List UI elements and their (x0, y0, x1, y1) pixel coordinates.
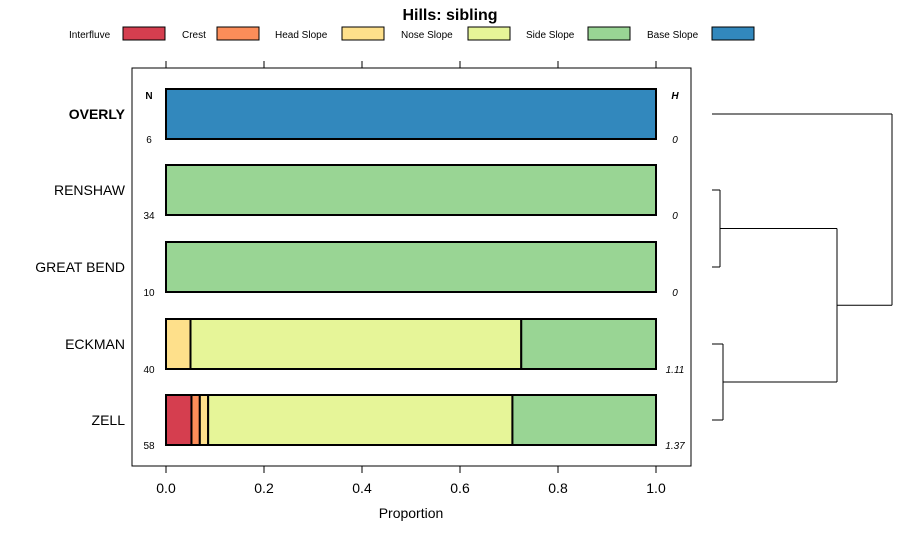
legend-swatch (216, 26, 260, 41)
x-tick-label: 1.0 (646, 480, 666, 496)
n-value: 34 (143, 211, 155, 222)
row-label: OVERLY (69, 106, 126, 122)
x-tick-label: 0.2 (254, 480, 274, 496)
row-label: RENSHAW (54, 182, 126, 198)
bar-segment (190, 394, 201, 446)
n-value: 40 (143, 365, 155, 376)
x-axis-label: Proportion (379, 505, 444, 521)
x-tick-label: 0.4 (352, 480, 372, 496)
h-value: 0 (672, 211, 678, 222)
legend: Interfluve Crest Head Slope Nose Slope Side … (69, 26, 755, 41)
bars (165, 88, 657, 446)
bar-segment (189, 318, 523, 370)
n-header: N (145, 91, 152, 102)
row-labels: OVERLY 6 0 RENSHAW 34 0 GREAT BEND 10 0 ECKMAN 40 1… (35, 106, 685, 452)
legend-swatch (341, 26, 385, 41)
row-label: ECKMAN (65, 336, 125, 352)
h-value: 0 (672, 288, 678, 299)
legend-label: Side Slope (526, 30, 575, 41)
x-tick-label: 0.0 (156, 480, 176, 496)
legend-swatch (587, 26, 631, 41)
axes: 0.0 0.2 0.4 0.6 0.8 1.0 (156, 61, 666, 496)
legend-label: Interfluve (69, 30, 111, 41)
x-tick-label: 0.8 (548, 480, 568, 496)
row-label: GREAT BEND (35, 259, 125, 275)
x-tick-label: 0.6 (450, 480, 470, 496)
plot-panel (131, 67, 692, 467)
bar-segment (165, 88, 657, 140)
bar-segment (165, 164, 657, 216)
h-value: 0 (672, 135, 678, 146)
legend-swatch (122, 26, 166, 41)
bar-segment (165, 318, 192, 370)
n-value: 10 (143, 288, 155, 299)
legend-swatch (711, 26, 755, 41)
n-value: 58 (143, 441, 155, 452)
row-label: ZELL (92, 412, 126, 428)
bar-segment (198, 394, 210, 446)
legend-label: Crest (182, 30, 206, 41)
bar-segment (511, 394, 657, 446)
legend-label: Head Slope (275, 30, 328, 41)
bar-segment (520, 318, 657, 370)
chart-title: Hills: sibling (402, 7, 497, 24)
legend-label: Base Slope (647, 30, 699, 41)
legend-label: Nose Slope (401, 30, 453, 41)
h-value: 1.11 (666, 365, 685, 376)
bar-segment (165, 394, 193, 446)
h-value: 1.37 (665, 441, 685, 452)
h-header: H (671, 91, 679, 102)
n-value: 6 (146, 135, 152, 146)
bar-segment (207, 394, 514, 446)
bar-segment (165, 241, 657, 293)
dendrogram (712, 113, 893, 421)
legend-swatch (467, 26, 511, 41)
